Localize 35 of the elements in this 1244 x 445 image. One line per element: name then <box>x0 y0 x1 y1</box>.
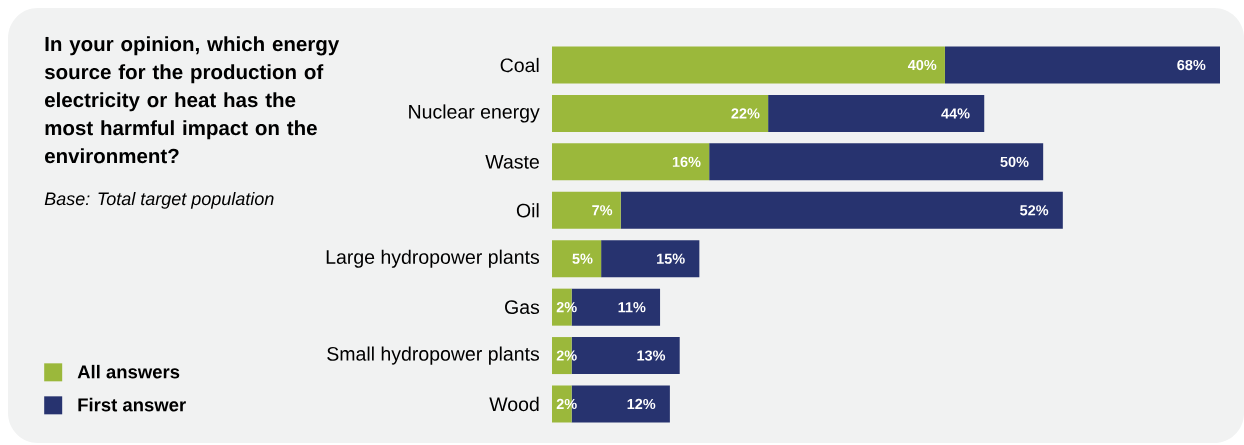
data-label: 5% <box>572 253 593 264</box>
total-label: 12% <box>627 398 656 410</box>
total-label: 68% <box>1177 59 1206 71</box>
y-tick-label: Small hydropower plants <box>327 346 540 365</box>
bar <box>552 94 769 132</box>
y-tick-label: Gas <box>505 300 540 315</box>
total-label: 52% <box>1020 205 1049 216</box>
data-label: 16% <box>672 156 701 167</box>
total-label: 11% <box>618 302 646 313</box>
bar <box>552 191 621 229</box>
y-tick-label: Coal <box>500 57 539 73</box>
bar <box>768 94 985 132</box>
total-label: 50% <box>1000 156 1029 167</box>
bar <box>709 143 1044 181</box>
total-label: 13% <box>637 350 666 361</box>
bar <box>552 240 602 278</box>
text: Base: Total target population <box>44 191 274 209</box>
data-label: 7% <box>592 205 613 216</box>
y-tick-label: Wood <box>489 396 539 412</box>
bar <box>552 46 945 84</box>
bar <box>944 46 1220 84</box>
y-tick-label: Large hydropower plants <box>326 249 540 268</box>
y-tick-label: Nuclear energy <box>409 104 540 123</box>
legend-label: All answers <box>77 364 180 379</box>
data-label: 40% <box>907 59 937 71</box>
y-tick-label: Waste <box>485 155 539 169</box>
total-label: 15% <box>657 253 685 264</box>
y-tick-label: Oil <box>516 203 539 218</box>
bar <box>620 191 1063 229</box>
bar <box>601 240 700 278</box>
total-label: 44% <box>941 108 970 119</box>
legend-label: First answer <box>78 397 186 412</box>
bar <box>552 143 710 181</box>
data-label: 22% <box>731 108 760 119</box>
text: In your opinion, which energy source for the production of electricity or heat has the most harmful impact on the environment? <box>44 36 340 164</box>
